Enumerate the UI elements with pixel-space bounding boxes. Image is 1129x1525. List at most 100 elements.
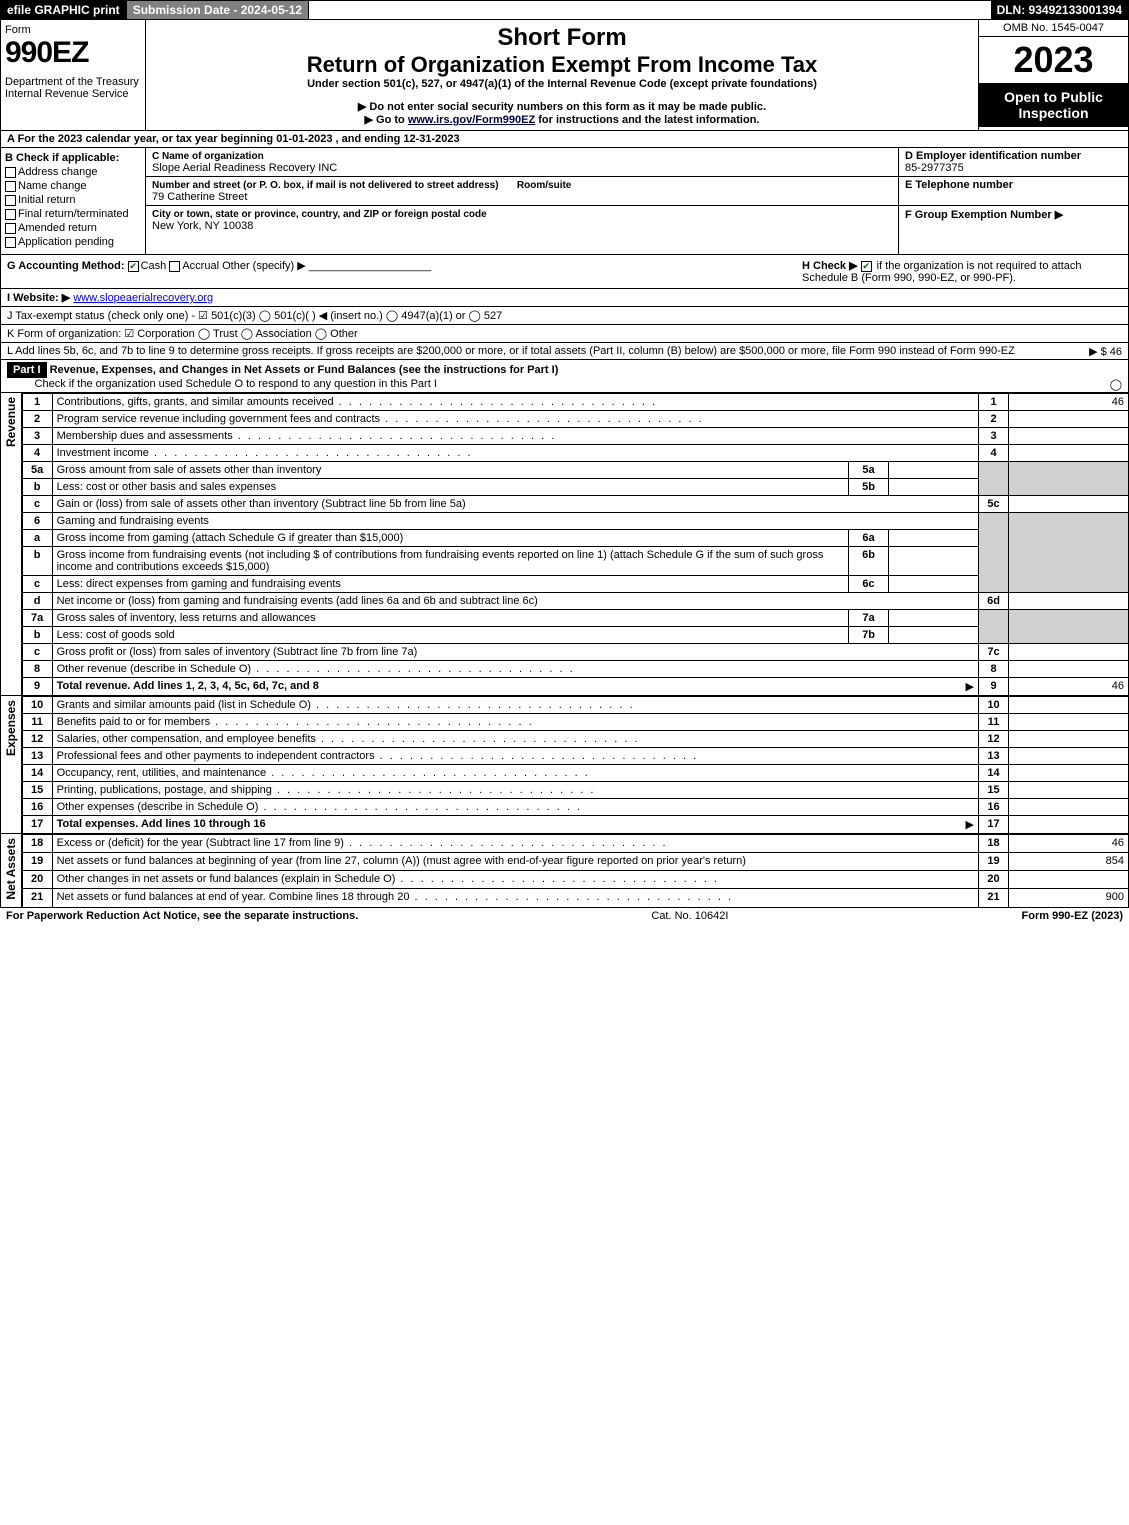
c-room-label: Room/suite	[517, 180, 571, 191]
line-3: 3Membership dues and assessments3	[22, 428, 1128, 445]
goto-line: ▶ Go to www.irs.gov/Form990EZ for instru…	[154, 113, 970, 126]
expenses-table: 10Grants and similar amounts paid (list …	[22, 696, 1129, 834]
net-assets-side-label: Net Assets	[0, 834, 22, 908]
e-phone-label: E Telephone number	[905, 179, 1013, 191]
line-6: 6Gaming and fundraising events	[22, 513, 1128, 530]
omb-number: OMB No. 1545-0047	[979, 20, 1128, 37]
efile-print-button[interactable]: efile GRAPHIC print	[1, 1, 127, 19]
check-name-change[interactable]: Name change	[5, 180, 141, 192]
line-2: 2Program service revenue including gover…	[22, 411, 1128, 428]
open-to-public: Open to Public Inspection	[979, 83, 1128, 127]
expenses-side-label: Expenses	[0, 696, 22, 834]
d-ein-label: D Employer identification number	[905, 150, 1081, 162]
header-right: OMB No. 1545-0047 2023 Open to Public In…	[978, 20, 1128, 130]
g-label: G Accounting Method:	[7, 260, 125, 272]
c-street-label: Number and street (or P. O. box, if mail…	[152, 180, 499, 191]
revenue-side-label: Revenue	[0, 393, 22, 696]
net-assets-table: 18Excess or (deficit) for the year (Subt…	[22, 834, 1129, 908]
part-i-checkbox[interactable]: ◯	[1110, 378, 1122, 391]
title-return: Return of Organization Exempt From Incom…	[154, 52, 970, 78]
c-city-block: City or town, state or province, country…	[146, 206, 898, 234]
part-i-header-row: Part I Revenue, Expenses, and Changes in…	[0, 360, 1129, 393]
form-number: 990EZ	[5, 36, 141, 70]
part-i-badge: Part I	[7, 362, 47, 378]
line-14: 14Occupancy, rent, utilities, and mainte…	[22, 765, 1128, 782]
line-5c: cGain or (loss) from sale of assets othe…	[22, 496, 1128, 513]
submission-date: Submission Date - 2024-05-12	[127, 1, 309, 19]
check-accrual[interactable]	[169, 261, 180, 272]
line-7c: cGross profit or (loss) from sales of in…	[22, 644, 1128, 661]
line-6c: cLess: direct expenses from gaming and f…	[22, 576, 1128, 593]
h-schedule-b: H Check ▶ if the organization is not req…	[802, 259, 1122, 284]
row-k-org-form: K Form of organization: ☑ Corporation ◯ …	[0, 325, 1129, 343]
line-6b: bGross income from fundraising events (n…	[22, 547, 1128, 576]
line-10: 10Grants and similar amounts paid (list …	[22, 697, 1128, 714]
f-group-label: F Group Exemption Number ▶	[905, 209, 1063, 221]
check-schedule-b[interactable]	[861, 261, 872, 272]
revenue-section: Revenue 1Contributions, gifts, grants, a…	[0, 393, 1129, 696]
goto-pre: ▶ Go to	[365, 114, 408, 126]
org-city: New York, NY 10038	[152, 220, 253, 232]
line-1: 1Contributions, gifts, grants, and simil…	[22, 394, 1128, 411]
l-text: L Add lines 5b, 6c, and 7b to line 9 to …	[7, 345, 1015, 357]
line-6d: dNet income or (loss) from gaming and fu…	[22, 593, 1128, 610]
block-bcdef: B Check if applicable: Address change Na…	[0, 148, 1129, 255]
line-7b: bLess: cost of goods sold7b	[22, 627, 1128, 644]
i-label: I Website: ▶	[7, 292, 70, 304]
h-label: H Check ▶	[802, 260, 861, 272]
c-name-block: C Name of organization Slope Aerial Read…	[146, 148, 898, 177]
header-left: Form 990EZ Department of the Treasury In…	[1, 20, 146, 130]
top-bar: efile GRAPHIC print Submission Date - 20…	[0, 0, 1129, 20]
check-amended-return[interactable]: Amended return	[5, 222, 141, 234]
website-link[interactable]: www.slopeaerialrecovery.org	[73, 292, 213, 304]
line-4: 4Investment income4	[22, 445, 1128, 462]
line-18: 18Excess or (deficit) for the year (Subt…	[22, 835, 1128, 853]
line-12: 12Salaries, other compensation, and empl…	[22, 731, 1128, 748]
line-21: 21Net assets or fund balances at end of …	[22, 889, 1128, 907]
check-final-return[interactable]: Final return/terminated	[5, 208, 141, 220]
e-phone-block: E Telephone number	[899, 177, 1128, 206]
check-address-change[interactable]: Address change	[5, 166, 141, 178]
warning-ssn: ▶ Do not enter social security numbers o…	[154, 100, 970, 113]
line-6a: aGross income from gaming (attach Schedu…	[22, 530, 1128, 547]
l-amount: ▶ $ 46	[1089, 345, 1122, 358]
form-header: Form 990EZ Department of the Treasury In…	[0, 20, 1129, 131]
line-16: 16Other expenses (describe in Schedule O…	[22, 799, 1128, 816]
line-19: 19Net assets or fund balances at beginni…	[22, 853, 1128, 871]
check-initial-return[interactable]: Initial return	[5, 194, 141, 206]
check-cash[interactable]	[128, 261, 139, 272]
c-city-label: City or town, state or province, country…	[152, 209, 487, 220]
net-assets-section: Net Assets 18Excess or (deficit) for the…	[0, 834, 1129, 908]
g-accounting: G Accounting Method: Cash Accrual Other …	[7, 259, 431, 284]
row-gh: G Accounting Method: Cash Accrual Other …	[0, 255, 1129, 289]
line-17: 17Total expenses. Add lines 10 through 1…	[22, 816, 1128, 834]
row-l-gross-receipts: L Add lines 5b, 6c, and 7b to line 9 to …	[0, 343, 1129, 360]
tax-year: 2023	[979, 37, 1128, 83]
line-9: 9Total revenue. Add lines 1, 2, 3, 4, 5c…	[22, 678, 1128, 696]
col-b-check: B Check if applicable: Address change Na…	[1, 148, 146, 254]
subtitle-under: Under section 501(c), 527, or 4947(a)(1)…	[154, 78, 970, 90]
header-mid: Short Form Return of Organization Exempt…	[146, 20, 978, 130]
other-specify: Other (specify) ▶ ____________________	[222, 260, 431, 272]
irs-link[interactable]: www.irs.gov/Form990EZ	[408, 114, 535, 126]
part-i-check-text: Check if the organization used Schedule …	[35, 378, 437, 390]
org-street: 79 Catherine Street	[152, 191, 247, 203]
cash-label: Cash	[141, 260, 167, 272]
line-8: 8Other revenue (describe in Schedule O)8	[22, 661, 1128, 678]
form-word: Form	[5, 24, 141, 36]
line-13: 13Professional fees and other payments t…	[22, 748, 1128, 765]
row-i-website: I Website: ▶ www.slopeaerialrecovery.org	[0, 289, 1129, 307]
col-de: D Employer identification number 85-2977…	[898, 148, 1128, 254]
d-ein-block: D Employer identification number 85-2977…	[899, 148, 1128, 177]
org-name: Slope Aerial Readiness Recovery INC	[152, 162, 337, 174]
footer-catno: Cat. No. 10642I	[651, 910, 728, 922]
line-15: 15Printing, publications, postage, and s…	[22, 782, 1128, 799]
f-group-block: F Group Exemption Number ▶	[899, 206, 1128, 223]
footer-left: For Paperwork Reduction Act Notice, see …	[6, 910, 358, 922]
row-a-calendar: A For the 2023 calendar year, or tax yea…	[0, 131, 1129, 148]
b-header: B Check if applicable:	[5, 152, 141, 164]
title-short-form: Short Form	[154, 24, 970, 52]
footer-form: Form 990-EZ (2023)	[1022, 910, 1123, 922]
line-20: 20Other changes in net assets or fund ba…	[22, 871, 1128, 889]
check-application-pending[interactable]: Application pending	[5, 236, 141, 248]
